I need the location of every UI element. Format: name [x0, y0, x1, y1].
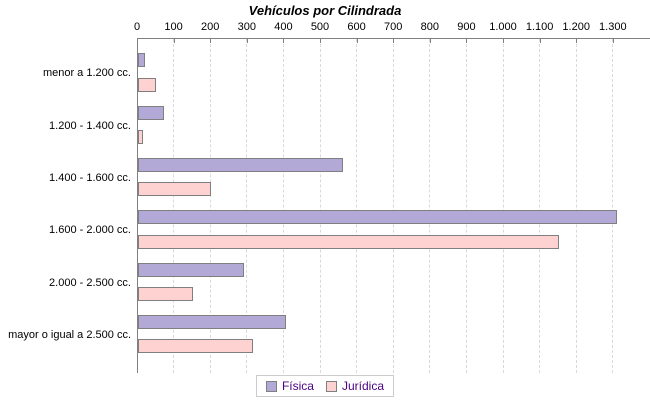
y-axis-line [137, 38, 138, 373]
bar-juridica [138, 339, 254, 354]
fisica-swatch-icon [265, 380, 277, 392]
legend-item-fisica: Física [265, 379, 314, 393]
x-axis-tick-label: 100 [164, 21, 183, 33]
gridline [173, 39, 175, 373]
x-axis-tick-label: 400 [274, 21, 293, 33]
x-axis-tick [576, 38, 578, 43]
x-axis-tick [539, 38, 541, 43]
x-axis-tick-label: 800 [420, 21, 439, 33]
x-axis-tick-label: 300 [237, 21, 256, 33]
x-axis-tick [466, 38, 468, 43]
x-axis-tick-label: 0 [133, 21, 141, 33]
category-label: mayor o igual a 2.500 cc. [8, 328, 131, 341]
gridline [282, 39, 284, 373]
gridline [429, 39, 431, 373]
gridline [392, 39, 394, 373]
bar-fisica [138, 262, 245, 277]
x-axis-tick [503, 38, 504, 43]
gridline [465, 39, 467, 373]
gridline [356, 39, 358, 373]
gridline [246, 39, 248, 373]
gridline [502, 39, 504, 373]
x-axis-tick-label: 600 [347, 21, 366, 33]
category-label: 1.200 - 1.400 cc. [49, 119, 131, 132]
x-axis-tick-label: 1.200 [562, 21, 590, 33]
x-axis-tick [356, 38, 358, 43]
legend: Física Jurídica [0, 375, 650, 397]
legend-box: Física Jurídica [255, 375, 395, 397]
bar-juridica [138, 77, 157, 92]
x-axis-tick-label: 500 [310, 21, 330, 33]
x-axis-tick [612, 38, 614, 43]
bar-juridica [138, 182, 212, 197]
bar-fisica [138, 53, 146, 68]
chart-title: Vehículos por Cilindrada [248, 3, 402, 18]
x-axis-tick [210, 38, 212, 43]
x-axis-tick-label: 700 [384, 21, 403, 33]
bar-fisica [138, 314, 287, 329]
x-axis-tick-label: 1.300 [599, 21, 627, 33]
x-axis-tick-label: 200 [201, 21, 220, 33]
x-axis-tick [137, 38, 138, 43]
x-axis-tick [283, 38, 285, 43]
x-axis-tick [246, 38, 248, 43]
x-axis-tick [320, 38, 321, 43]
x-axis-tick [173, 38, 175, 43]
category-label: menor a 1.200 cc. [42, 67, 131, 80]
category-label: 2.000 - 2.500 cc. [49, 276, 131, 289]
gridline [612, 39, 614, 373]
juridica-swatch-icon [325, 380, 337, 392]
gridline [539, 39, 541, 373]
legend-item-juridica: Jurídica [325, 379, 385, 393]
legend-label-fisica: Física [281, 379, 314, 393]
legend-label-juridica: Jurídica [341, 379, 385, 393]
gridline [209, 39, 211, 373]
bar-juridica [138, 287, 193, 301]
bar-fisica [138, 157, 343, 172]
gridline [319, 39, 321, 373]
gridline [575, 39, 577, 373]
bar-fisica [138, 105, 164, 120]
x-axis-tick [393, 38, 395, 43]
x-axis-tick-label: 900 [457, 21, 476, 33]
x-axis-tick-label: 1.000 [489, 21, 517, 33]
x-axis-tick [429, 38, 431, 43]
bar-juridica [138, 234, 559, 249]
bar-fisica [138, 210, 618, 225]
category-label: 1.400 - 1.600 cc. [49, 171, 131, 184]
category-label: 1.600 - 2.000 cc. [49, 224, 131, 237]
x-axis-tick-label: 1.100 [525, 21, 554, 33]
bar-juridica [138, 130, 144, 145]
